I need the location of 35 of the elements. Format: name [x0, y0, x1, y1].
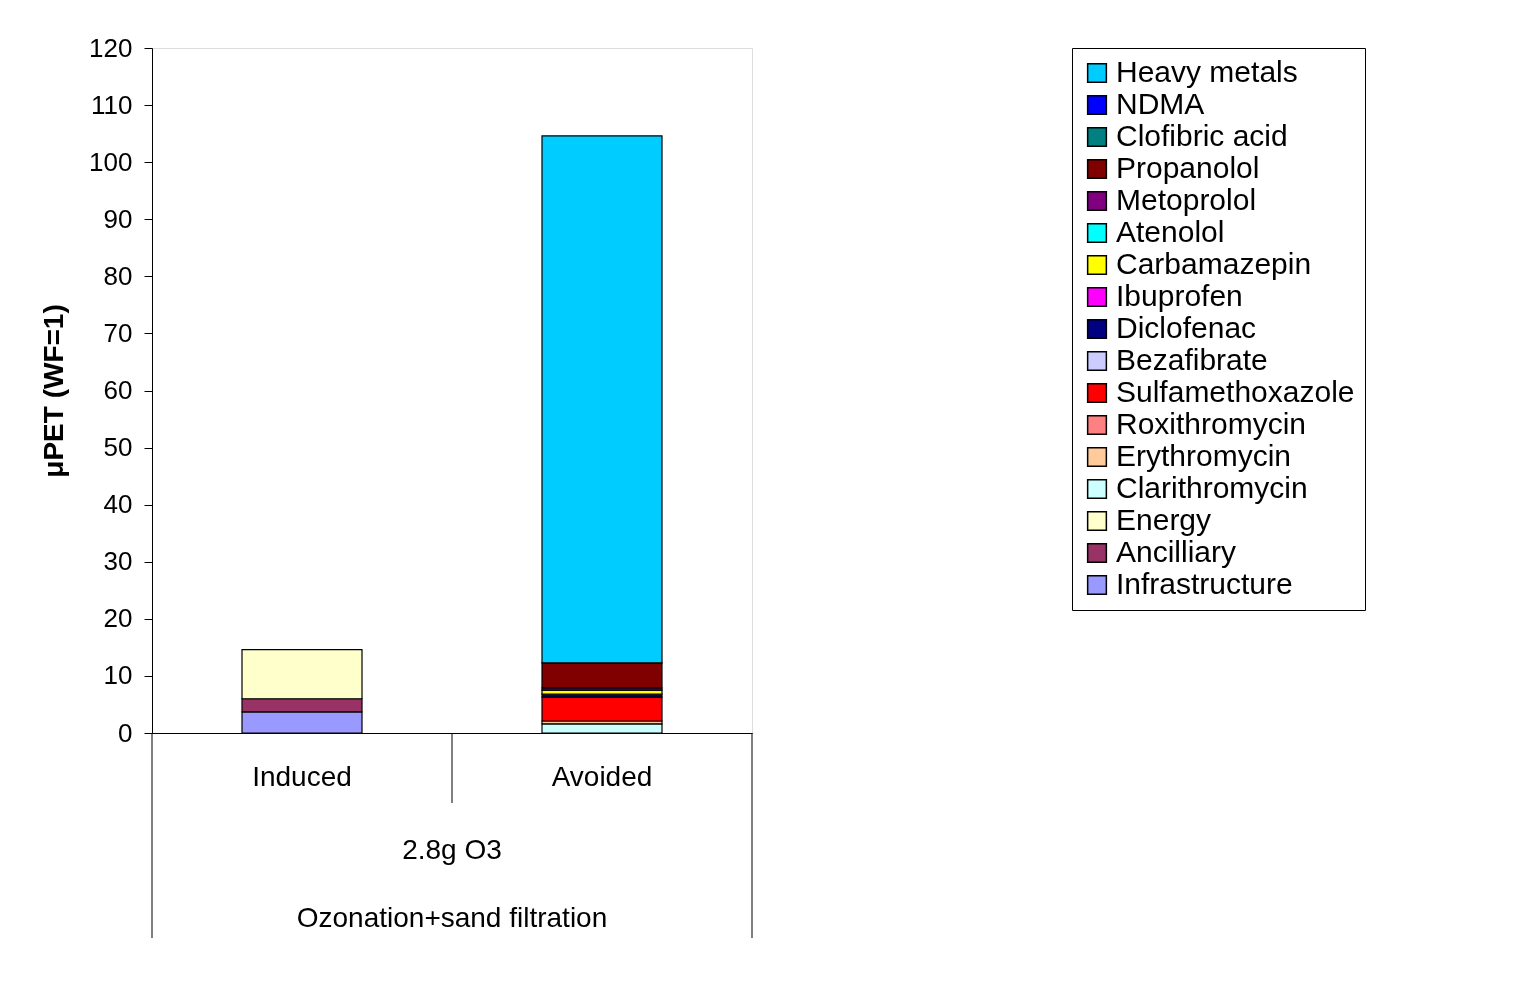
y-tick-label: 10: [103, 660, 133, 691]
legend-label: Ancilliary: [1116, 535, 1237, 568]
y-tick-label: 60: [103, 375, 133, 405]
legend-label: Clarithromycin: [1116, 471, 1308, 504]
y-tick-label: 20: [103, 603, 133, 634]
legend-label: Propanolol: [1116, 151, 1260, 184]
y-tick-label: 90: [103, 203, 133, 234]
x-tick-label: Induced: [252, 760, 352, 792]
y-tick-label: 120: [89, 32, 133, 63]
legend-label: Ibuprofen: [1116, 279, 1243, 312]
legend-label: Carbamazepin: [1116, 247, 1312, 280]
legend-label: Clofibric acid: [1116, 119, 1288, 152]
legend-label: Heavy metals: [1116, 55, 1298, 88]
x-tick-label: Avoided: [551, 760, 653, 792]
legend-label: Atenolol: [1116, 215, 1225, 248]
legend-label: Infrastructure: [1116, 567, 1293, 600]
legend-label: Roxithromycin: [1116, 407, 1307, 440]
legend-label: Diclofenac: [1116, 311, 1257, 344]
y-tick-label: 100: [89, 146, 133, 177]
y-tick-label: 80: [103, 260, 133, 291]
y-tick-label: 30: [103, 546, 133, 577]
legend-label: Energy: [1116, 503, 1212, 536]
legend-label: Sulfamethoxazole: [1116, 375, 1355, 408]
y-tick-label: 40: [103, 489, 133, 520]
legend-label: Bezafibrate: [1116, 343, 1268, 376]
y-tick-label: 70: [103, 317, 133, 348]
y-axis-title: μPET (WF=1): [38, 304, 70, 478]
y-tick-label: 50: [103, 432, 133, 463]
text: Ozonation+sand filtration: [296, 902, 608, 933]
legend-label: Metoprolol: [1116, 183, 1257, 216]
y-tick-label: 0: [118, 717, 133, 748]
y-tick-label: 110: [91, 89, 133, 120]
text: 2.8g O3: [402, 834, 502, 865]
legend-label: NDMA: [1116, 87, 1205, 120]
legend-label: Erythromycin: [1116, 439, 1292, 472]
